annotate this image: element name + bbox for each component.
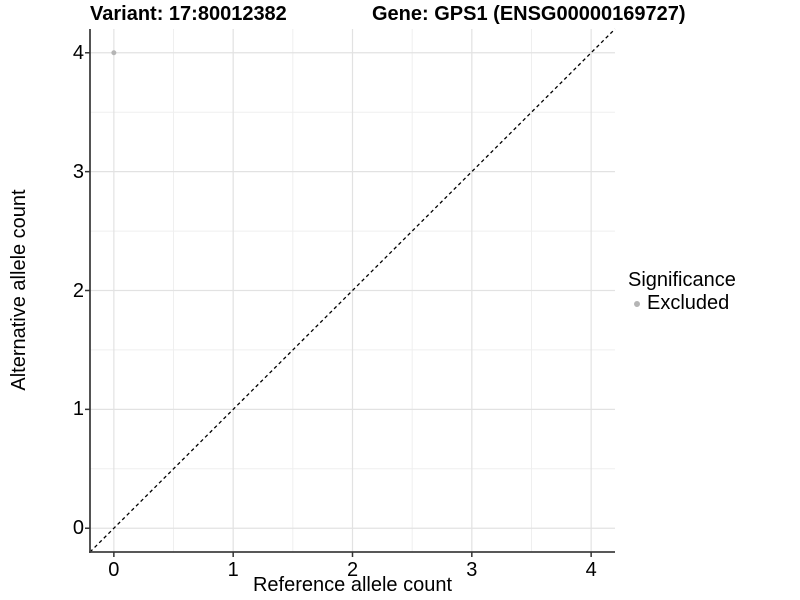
y-tick-label-0: 0 [72, 517, 84, 540]
y-tick-label-4: 4 [72, 41, 84, 64]
x-tick-label-4: 4 [585, 559, 597, 581]
legend-title: Significance [628, 269, 736, 291]
x-tick-label-0: 0 [108, 559, 120, 581]
legend-entry-excluded: Excluded [628, 292, 736, 315]
x-tick-label-1: 1 [227, 559, 239, 581]
legend-significance: Significance Excluded [628, 269, 736, 315]
x-tick-label-2: 2 [346, 559, 359, 581]
legend-entry-label: Excluded [647, 292, 730, 314]
plot-title-gene: Gene: GPS1 (ENSG00000169727) [372, 3, 686, 25]
y-tick-label-1: 1 [72, 398, 84, 421]
data-point-excluded [111, 50, 117, 56]
y-tick-label-2: 2 [72, 279, 84, 302]
excluded-point-icon [634, 300, 640, 307]
y-tick-label-3: 3 [72, 160, 84, 183]
x-tick-label-3: 3 [466, 559, 478, 581]
plot-title-variant: Variant: 17:80012382 [90, 3, 287, 25]
x-axis-title: Reference allele count [252, 574, 452, 596]
identity-line [89, 28, 616, 553]
